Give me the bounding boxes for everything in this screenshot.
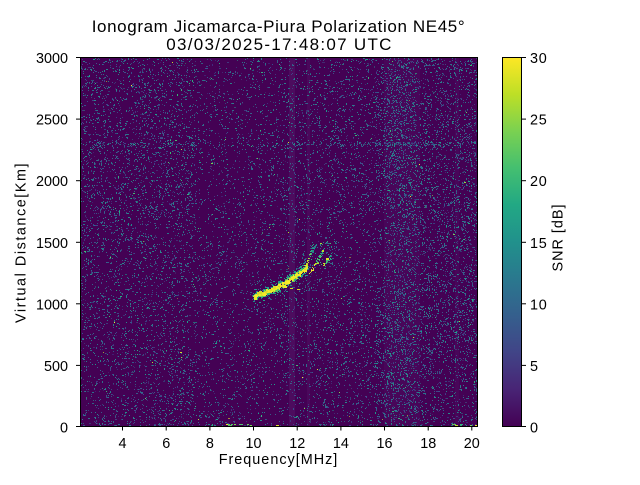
svg-text:20: 20 <box>464 436 480 452</box>
svg-text:18: 18 <box>420 436 436 452</box>
svg-text:6: 6 <box>162 436 170 452</box>
svg-text:10: 10 <box>245 436 261 452</box>
svg-text:14: 14 <box>333 436 349 452</box>
svg-text:Virtual Distance[Km]: Virtual Distance[Km] <box>14 162 30 323</box>
svg-text:2500: 2500 <box>36 113 68 129</box>
svg-text:15: 15 <box>530 236 548 252</box>
svg-text:500: 500 <box>44 359 68 375</box>
svg-text:Frequency[MHz]: Frequency[MHz] <box>219 452 339 468</box>
svg-text:4: 4 <box>118 436 126 452</box>
svg-text:16: 16 <box>376 436 392 452</box>
svg-text:12: 12 <box>289 436 305 452</box>
svg-text:03/03/2025-17:48:07 UTC: 03/03/2025-17:48:07 UTC <box>166 35 392 54</box>
svg-text:10: 10 <box>530 297 548 313</box>
svg-text:2000: 2000 <box>36 174 68 190</box>
svg-text:8: 8 <box>206 436 214 452</box>
svg-text:25: 25 <box>530 113 548 129</box>
svg-text:20: 20 <box>530 174 548 190</box>
svg-text:1000: 1000 <box>36 297 68 313</box>
svg-text:5: 5 <box>530 359 539 375</box>
svg-text:3000: 3000 <box>36 51 68 67</box>
svg-text:0: 0 <box>60 421 68 437</box>
svg-text:SNR [dB]: SNR [dB] <box>551 204 567 272</box>
svg-text:Ionogram Jicamarca-Piura Polar: Ionogram Jicamarca-Piura Polarization NE… <box>92 17 466 36</box>
svg-text:0: 0 <box>530 421 539 437</box>
svg-text:1500: 1500 <box>36 236 68 252</box>
svg-text:30: 30 <box>530 51 548 67</box>
